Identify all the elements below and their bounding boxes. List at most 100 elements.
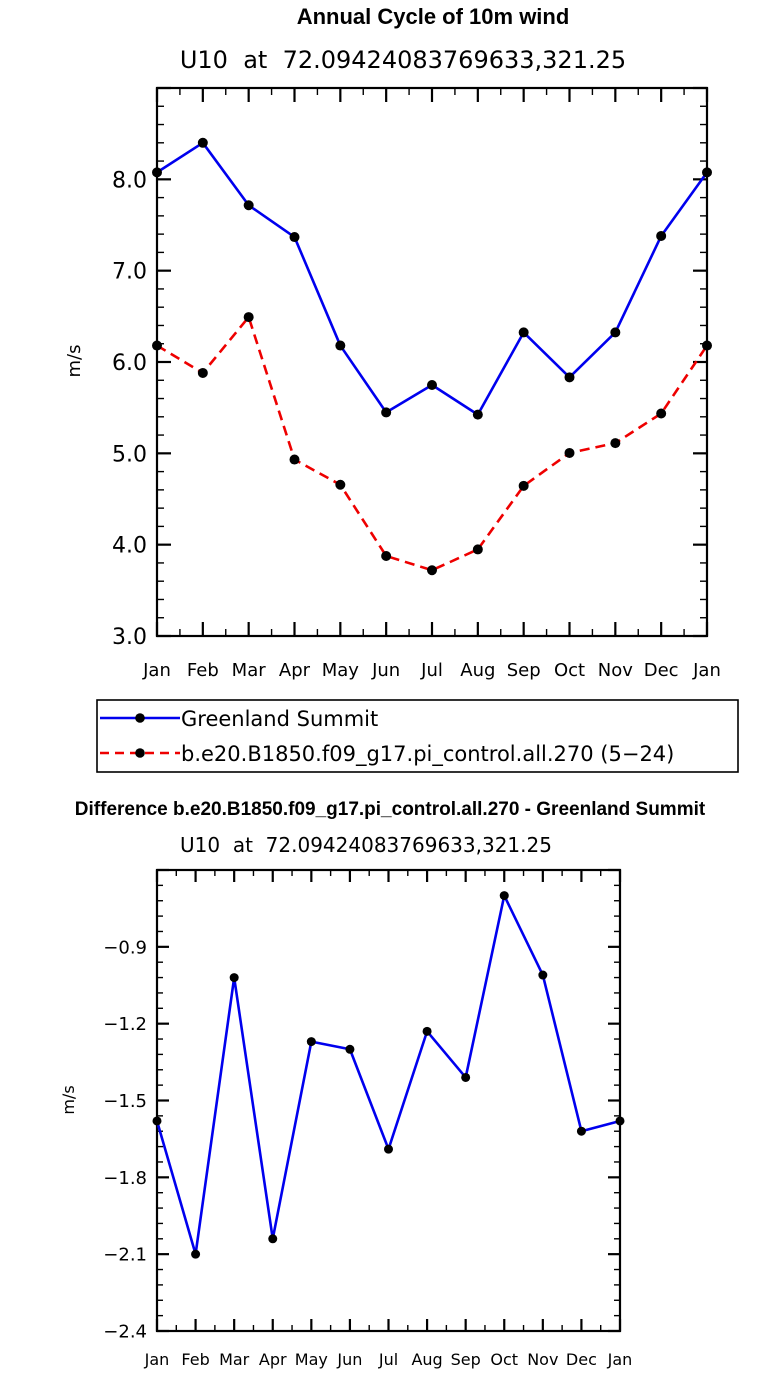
x-tick-label: Jul — [378, 1350, 398, 1369]
y-tick-label: 8.0 — [112, 168, 147, 193]
data-point — [268, 1234, 278, 1244]
chart-2: Difference b.e20.B1850.f09_g17.pi_contro… — [59, 799, 706, 1369]
legend-swatch-marker — [135, 748, 145, 758]
data-point — [197, 367, 208, 378]
chart-2-y-axis-label: m/s — [59, 1085, 78, 1114]
x-tick-label: Jan — [144, 1350, 170, 1369]
y-tick-label: −0.9 — [103, 937, 147, 958]
plot-frame — [155, 86, 709, 638]
y-tick-label: −1.2 — [103, 1014, 147, 1035]
data-point — [461, 1072, 471, 1082]
data-point — [306, 1037, 316, 1047]
y-tick-label: −2.1 — [103, 1245, 147, 1266]
data-point — [610, 438, 621, 449]
legend-entry-greenland-summit: Greenland Summit — [100, 707, 378, 731]
y-tick-label: 3.0 — [112, 625, 147, 650]
legend-entry-pi-control: b.e20.B1850.f09_g17.pi_control.all.270 (… — [100, 742, 674, 767]
data-point — [384, 1144, 393, 1154]
chart-1-axes: 3.0 4.0 5.0 6.0 7.0 8.0 Jan Feb Mar Apr May Jun Jul A… — [112, 86, 721, 681]
data-point — [656, 408, 667, 419]
x-tick-label: Jun — [371, 660, 400, 681]
data-point — [564, 372, 575, 383]
x-tick-label: Feb — [181, 1350, 209, 1369]
data-point — [472, 409, 483, 420]
chart-2-axes: −2.4 −2.1 −1.8 −1.5 −1.2 −0.9 Jan Feb Mar Apr May J… — [103, 868, 633, 1369]
plot-frame — [155, 868, 622, 1333]
x-tick-label: Jan — [142, 660, 171, 681]
chart-1-data-points — [152, 137, 712, 576]
chart-1-title: Annual Cycle of 10m wind — [297, 4, 570, 29]
x-tick-label: Sep — [507, 660, 541, 681]
series-line-1 — [155, 894, 621, 1256]
x-tick-label: Jan — [692, 660, 721, 681]
data-point — [191, 1249, 201, 1259]
data-point — [229, 973, 239, 983]
data-point — [335, 340, 346, 351]
data-point — [564, 447, 575, 458]
y-tick-label: 6.0 — [112, 351, 147, 376]
data-point — [289, 232, 300, 243]
data-point — [702, 167, 712, 178]
x-tick-label: Mar — [232, 660, 267, 681]
x-tick-label: Apr — [259, 1350, 287, 1369]
chart-1-legend: Greenland Summit b.e20.B1850.f09_g17.pi_… — [96, 699, 739, 773]
data-point — [422, 1026, 432, 1036]
x-tick-label: Feb — [187, 660, 219, 681]
x-tick-label: Aug — [460, 660, 495, 681]
x-tick-label: May — [295, 1350, 328, 1369]
x-tick-label: Nov — [598, 660, 633, 681]
x-tick-label: Mar — [219, 1350, 250, 1369]
data-point — [518, 480, 529, 491]
series-line-2 — [156, 315, 709, 572]
data-point — [427, 565, 437, 576]
data-point — [615, 1116, 625, 1126]
y-tick-label: 4.0 — [112, 534, 147, 559]
chart-1-subtitle: U10 at 72.09424083769633,321.25 — [180, 46, 626, 74]
data-point — [499, 891, 509, 901]
x-tick-label: Aug — [411, 1350, 442, 1369]
chart-1-y-axis-label: m/s — [64, 345, 85, 378]
data-point — [610, 327, 621, 338]
y-tick-label: −1.5 — [103, 1091, 147, 1112]
data-point — [538, 970, 548, 980]
data-point — [152, 167, 162, 178]
series-line-1 — [156, 141, 709, 416]
y-tick-label: −1.8 — [103, 1168, 147, 1189]
chart-2-series-lines — [155, 894, 621, 1256]
legend-label-series-2: b.e20.B1850.f09_g17.pi_control.all.270 (… — [181, 742, 674, 767]
y-tick-label: 5.0 — [112, 442, 147, 467]
y-tick-label: −2.4 — [103, 1321, 147, 1342]
data-point — [335, 479, 346, 490]
x-tick-label: Jul — [420, 660, 443, 681]
x-tick-label: Dec — [566, 1350, 597, 1369]
data-point — [381, 407, 392, 418]
data-point — [243, 312, 254, 323]
data-point — [656, 230, 667, 241]
data-point — [472, 544, 483, 555]
data-point — [518, 327, 529, 338]
data-point — [197, 137, 208, 148]
x-tick-label: Nov — [527, 1350, 558, 1369]
data-point — [702, 340, 712, 351]
legend-box — [96, 699, 739, 773]
x-tick-label: Jan — [607, 1350, 633, 1369]
data-point — [427, 380, 437, 391]
x-tick-label: May — [322, 660, 360, 681]
chart-2-data-points — [152, 891, 625, 1259]
legend-label-series-1: Greenland Summit — [181, 707, 378, 731]
x-tick-label: Sep — [451, 1350, 481, 1369]
data-point — [243, 200, 254, 211]
x-tick-label: Oct — [490, 1350, 518, 1369]
chart-2-title: Difference b.e20.B1850.f09_g17.pi_contro… — [75, 799, 706, 820]
chart-1: Annual Cycle of 10m wind U10 at 72.09424… — [64, 4, 721, 681]
data-point — [289, 454, 300, 465]
data-point — [152, 340, 162, 351]
data-point — [152, 1116, 162, 1126]
y-tick-label: 7.0 — [112, 260, 147, 285]
chart-2-subtitle: U10 at 72.09424083769633,321.25 — [180, 833, 552, 857]
data-point — [381, 550, 392, 561]
chart-1-series-lines — [156, 141, 709, 572]
data-point — [345, 1044, 355, 1054]
x-tick-label: Dec — [644, 660, 679, 681]
